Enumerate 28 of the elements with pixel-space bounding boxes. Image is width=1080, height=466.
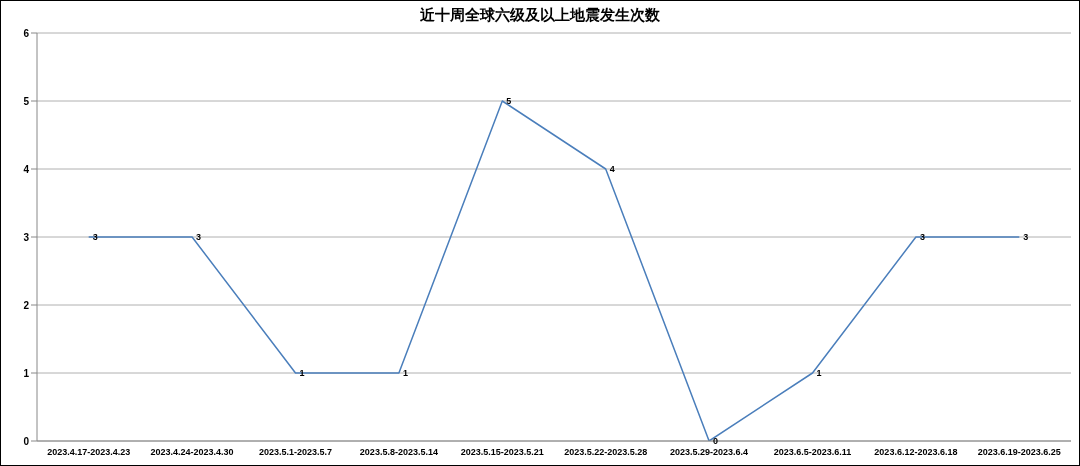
data-label: 4 <box>609 164 615 175</box>
x-tick-label: 2023.6.12-2023.6.18 <box>874 447 958 458</box>
data-label: 3 <box>92 232 98 243</box>
x-tick-label: 2023.5.22-2023.5.28 <box>564 447 648 458</box>
data-label: 3 <box>1023 232 1029 243</box>
y-tick-label: 6 <box>23 27 30 39</box>
x-tick-label: 2023.5.1-2023.5.7 <box>258 447 333 458</box>
y-tick-label: 5 <box>23 95 30 107</box>
x-tick-label: 2023.5.8-2023.5.14 <box>359 447 438 458</box>
x-tick-label: 2023.5.15-2023.5.21 <box>460 447 544 458</box>
chart-title: 近十周全球六级及以上地震发生次数 <box>419 6 661 25</box>
y-tick-label: 0 <box>23 435 30 447</box>
y-tick-label: 3 <box>23 231 30 243</box>
x-tick-label: 2023.4.24-2023.4.30 <box>150 447 234 458</box>
x-tick-label: 2023.5.29-2023.6.4 <box>670 447 749 458</box>
y-tick-label: 4 <box>23 163 30 175</box>
x-tick-label: 2023.6.5-2023.6.11 <box>773 447 852 458</box>
y-tick-label: 1 <box>23 367 30 379</box>
data-label: 0 <box>713 436 719 447</box>
data-label: 3 <box>196 232 202 243</box>
y-tick-label: 2 <box>23 299 30 311</box>
data-label: 1 <box>402 368 408 379</box>
data-label: 1 <box>299 368 305 379</box>
data-label: 3 <box>919 232 925 243</box>
data-label: 1 <box>816 368 822 379</box>
x-tick-label: 2023.6.19-2023.6.25 <box>977 447 1061 458</box>
x-tick-label: 2023.4.17-2023.4.23 <box>47 447 131 458</box>
data-label: 5 <box>506 96 512 107</box>
